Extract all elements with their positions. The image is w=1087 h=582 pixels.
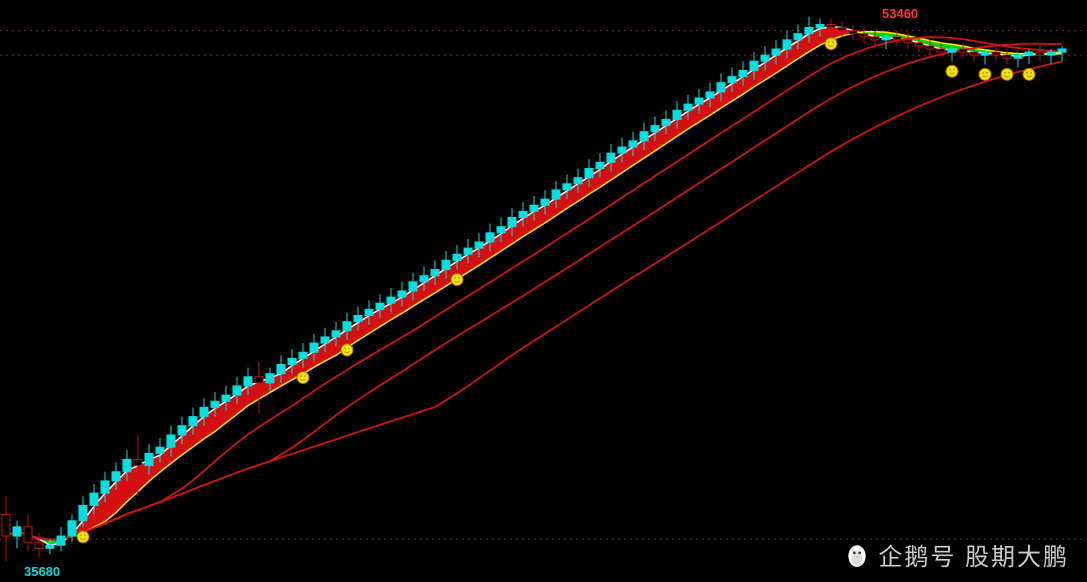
penguin-icon	[844, 542, 870, 568]
low-price-label: 35680	[24, 564, 60, 579]
watermark: 企鹅号 股期大鹏	[844, 537, 1069, 572]
watermark-text: 企鹅号 股期大鹏	[878, 537, 1069, 572]
candlestick-chart	[0, 0, 1087, 582]
high-price-label: 53460	[882, 6, 918, 21]
